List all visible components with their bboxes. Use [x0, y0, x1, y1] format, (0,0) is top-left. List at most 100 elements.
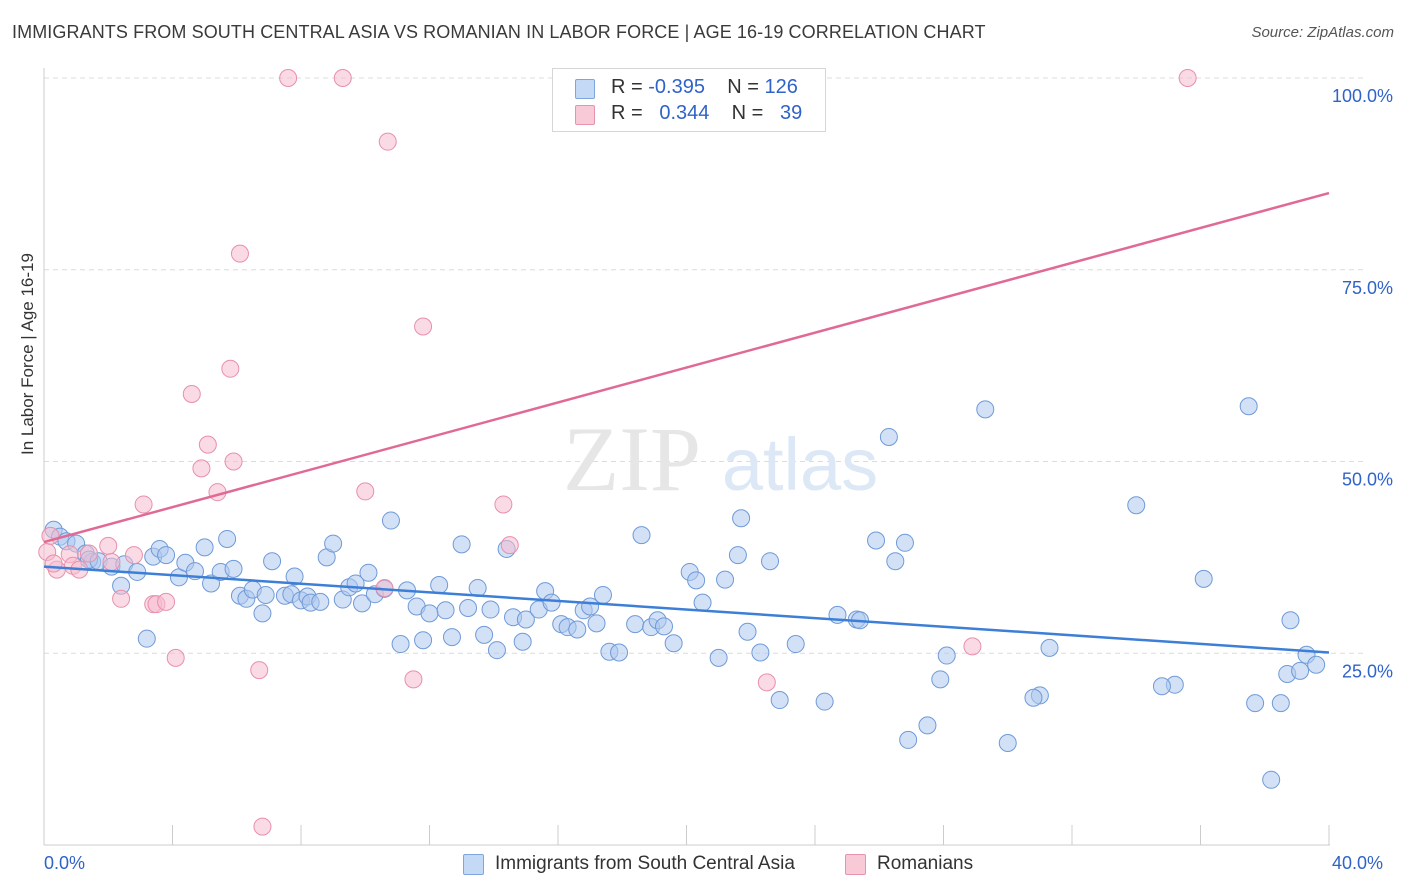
watermark-atlas: atlas: [722, 423, 878, 506]
data-point-romanians: [250, 661, 269, 680]
data-point-immigrants: [815, 692, 834, 711]
source-credit: Source: ZipAtlas.com: [1251, 24, 1394, 41]
data-point-immigrants: [632, 526, 651, 545]
chart-title: IMMIGRANTS FROM SOUTH CENTRAL ASIA VS RO…: [12, 22, 986, 42]
data-point-immigrants: [224, 559, 243, 578]
data-point-romanians: [253, 817, 272, 836]
data-point-romanians: [224, 452, 243, 471]
data-point-romanians: [963, 637, 982, 656]
data-point-immigrants: [513, 632, 532, 651]
data-point-immigrants: [253, 604, 272, 623]
grid-lines: [44, 77, 1367, 654]
data-point-immigrants: [728, 546, 747, 565]
y-tick-label: 75.0%: [1342, 278, 1393, 298]
data-point-immigrants: [998, 733, 1017, 752]
data-point-immigrants: [1307, 655, 1326, 674]
data-point-immigrants: [610, 643, 629, 662]
data-point-immigrants: [324, 534, 343, 553]
data-point-immigrants: [195, 538, 214, 557]
data-point-romanians: [378, 132, 397, 151]
data-point-immigrants: [381, 511, 400, 530]
data-point-immigrants: [218, 529, 237, 548]
data-point-immigrants: [626, 615, 645, 634]
y-tick-label: 50.0%: [1342, 470, 1393, 490]
data-point-immigrants: [436, 601, 455, 620]
data-point-immigrants: [687, 571, 706, 590]
y-tick-label: 25.0%: [1342, 661, 1393, 681]
data-point-immigrants: [414, 631, 433, 650]
data-point-romanians: [1178, 69, 1197, 87]
legend-swatch-blue: [575, 79, 595, 99]
data-point-immigrants: [593, 585, 612, 604]
legend-swatch-pink: [575, 105, 595, 125]
data-point-romanians: [157, 592, 176, 611]
series-immigrants-points: [44, 397, 1326, 789]
data-point-immigrants: [1239, 397, 1258, 416]
legend-r-label: R =: [611, 76, 649, 98]
data-point-romanians: [102, 552, 121, 571]
data-point-immigrants: [931, 670, 950, 689]
data-point-immigrants: [770, 691, 789, 710]
legend-n-label: N =: [727, 76, 765, 98]
data-point-immigrants: [452, 535, 471, 554]
data-point-immigrants: [285, 567, 304, 586]
data-point-romanians: [333, 69, 352, 87]
correlation-legend: R = -0.395 N = 126 R = 0.344 N = 39: [552, 68, 826, 132]
trend-line-romanians: [43, 191, 1330, 544]
data-point-romanians: [404, 670, 423, 689]
data-point-immigrants: [430, 575, 449, 594]
data-point-romanians: [414, 317, 433, 336]
data-point-romanians: [494, 495, 513, 514]
data-point-immigrants: [1271, 694, 1290, 713]
data-point-immigrants: [256, 585, 275, 604]
y-axis-label: In Labor Force | Age 16-19: [18, 253, 37, 455]
axes: [43, 68, 1330, 846]
data-point-immigrants: [157, 546, 176, 565]
data-point-romanians: [500, 536, 519, 555]
data-point-romanians: [79, 544, 98, 563]
data-point-immigrants: [475, 625, 494, 644]
legend-r-value: -0.395: [648, 76, 705, 98]
data-point-immigrants: [655, 617, 674, 636]
legend-n-value: 126: [764, 76, 798, 98]
data-point-immigrants: [1040, 638, 1059, 657]
y-tick-label: 100.0%: [1332, 86, 1393, 106]
data-point-immigrants: [899, 730, 918, 749]
data-point-immigrants: [442, 628, 461, 647]
legend-label-immigrants: Immigrants from South Central Asia: [495, 853, 795, 874]
data-point-immigrants: [1281, 611, 1300, 630]
data-point-romanians: [356, 482, 375, 501]
data-point-immigrants: [716, 570, 735, 589]
data-point-romanians: [221, 359, 240, 378]
x-tick-min: 0.0%: [44, 853, 86, 873]
legend-r-label: R =: [611, 102, 649, 124]
data-point-immigrants: [568, 620, 587, 639]
data-point-romanians: [182, 385, 201, 404]
legend-n-value: 39: [780, 102, 803, 124]
data-point-immigrants: [1262, 770, 1281, 789]
data-point-immigrants: [542, 593, 561, 612]
trend-line-immigrants: [43, 565, 1330, 654]
data-point-immigrants: [353, 594, 372, 613]
data-point-romanians: [166, 648, 185, 667]
y-tick-labels: 100.0% 75.0% 50.0% 25.0%: [1332, 86, 1393, 681]
data-point-immigrants: [459, 598, 478, 617]
data-point-immigrants: [976, 400, 995, 419]
data-point-immigrants: [311, 592, 330, 611]
legend-swatch-pink: [845, 854, 866, 875]
data-point-immigrants: [886, 552, 905, 571]
data-point-immigrants: [1291, 661, 1310, 680]
legend-r-value: 0.344: [659, 102, 710, 124]
data-point-immigrants: [1152, 677, 1171, 696]
data-point-immigrants: [786, 635, 805, 654]
data-point-immigrants: [693, 593, 712, 612]
data-point-immigrants: [709, 648, 728, 667]
legend-label-romanians: Romanians: [877, 853, 974, 874]
data-point-romanians: [99, 536, 118, 555]
data-point-immigrants: [420, 604, 439, 623]
data-point-romanians: [134, 495, 153, 514]
data-point-romanians: [112, 589, 131, 608]
data-point-immigrants: [391, 635, 410, 654]
data-point-immigrants: [137, 629, 156, 648]
data-point-immigrants: [516, 610, 535, 629]
